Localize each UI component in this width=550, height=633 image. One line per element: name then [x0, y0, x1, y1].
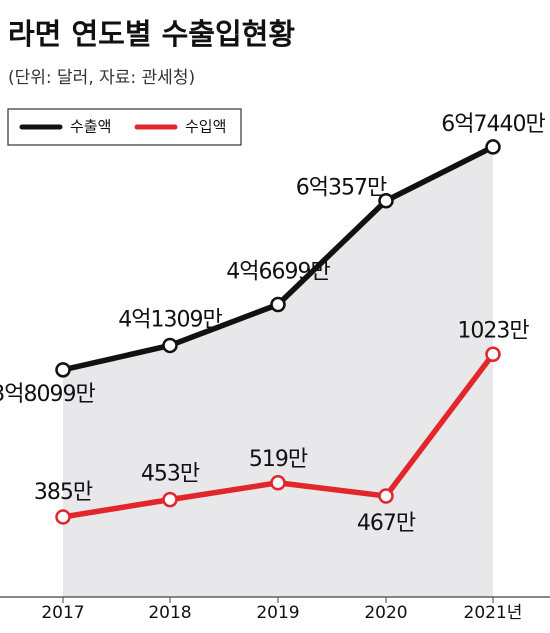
point	[270, 296, 286, 313]
legend-label: 수입액	[185, 118, 226, 136]
x-tick-label: 2020	[364, 603, 407, 623]
data-label: 6억357만	[296, 176, 387, 201]
data-label: 1023만	[457, 318, 529, 343]
data-label: 4억6699만	[226, 260, 330, 285]
chart-subtitle: (단위: 달러, 자료: 관세청)	[8, 68, 195, 88]
data-label: 6억7440만	[441, 112, 545, 137]
x-tick-label: 2021년	[464, 603, 523, 623]
data-label: 467만	[357, 511, 416, 536]
point	[55, 362, 71, 378]
point	[270, 475, 286, 491]
point	[485, 139, 501, 155]
data-label: 385만	[34, 480, 93, 505]
data-label: 453만	[141, 462, 200, 487]
x-tick-label: 2017	[41, 603, 84, 623]
x-tick-label: 2018	[148, 603, 191, 623]
point	[378, 488, 394, 504]
point	[485, 346, 501, 363]
point	[378, 192, 394, 209]
data-label: 519만	[249, 447, 308, 472]
chart-title: 라면 연도별 수출입현황	[8, 17, 295, 51]
area	[63, 146, 493, 597]
point	[55, 509, 71, 525]
x-tick-label: 2019	[256, 603, 299, 623]
legend-label: 수출액	[70, 118, 111, 136]
data-label: 3억8099만	[0, 382, 95, 407]
data-label: 4억1309만	[118, 307, 222, 332]
point	[162, 337, 178, 354]
point	[162, 491, 178, 508]
